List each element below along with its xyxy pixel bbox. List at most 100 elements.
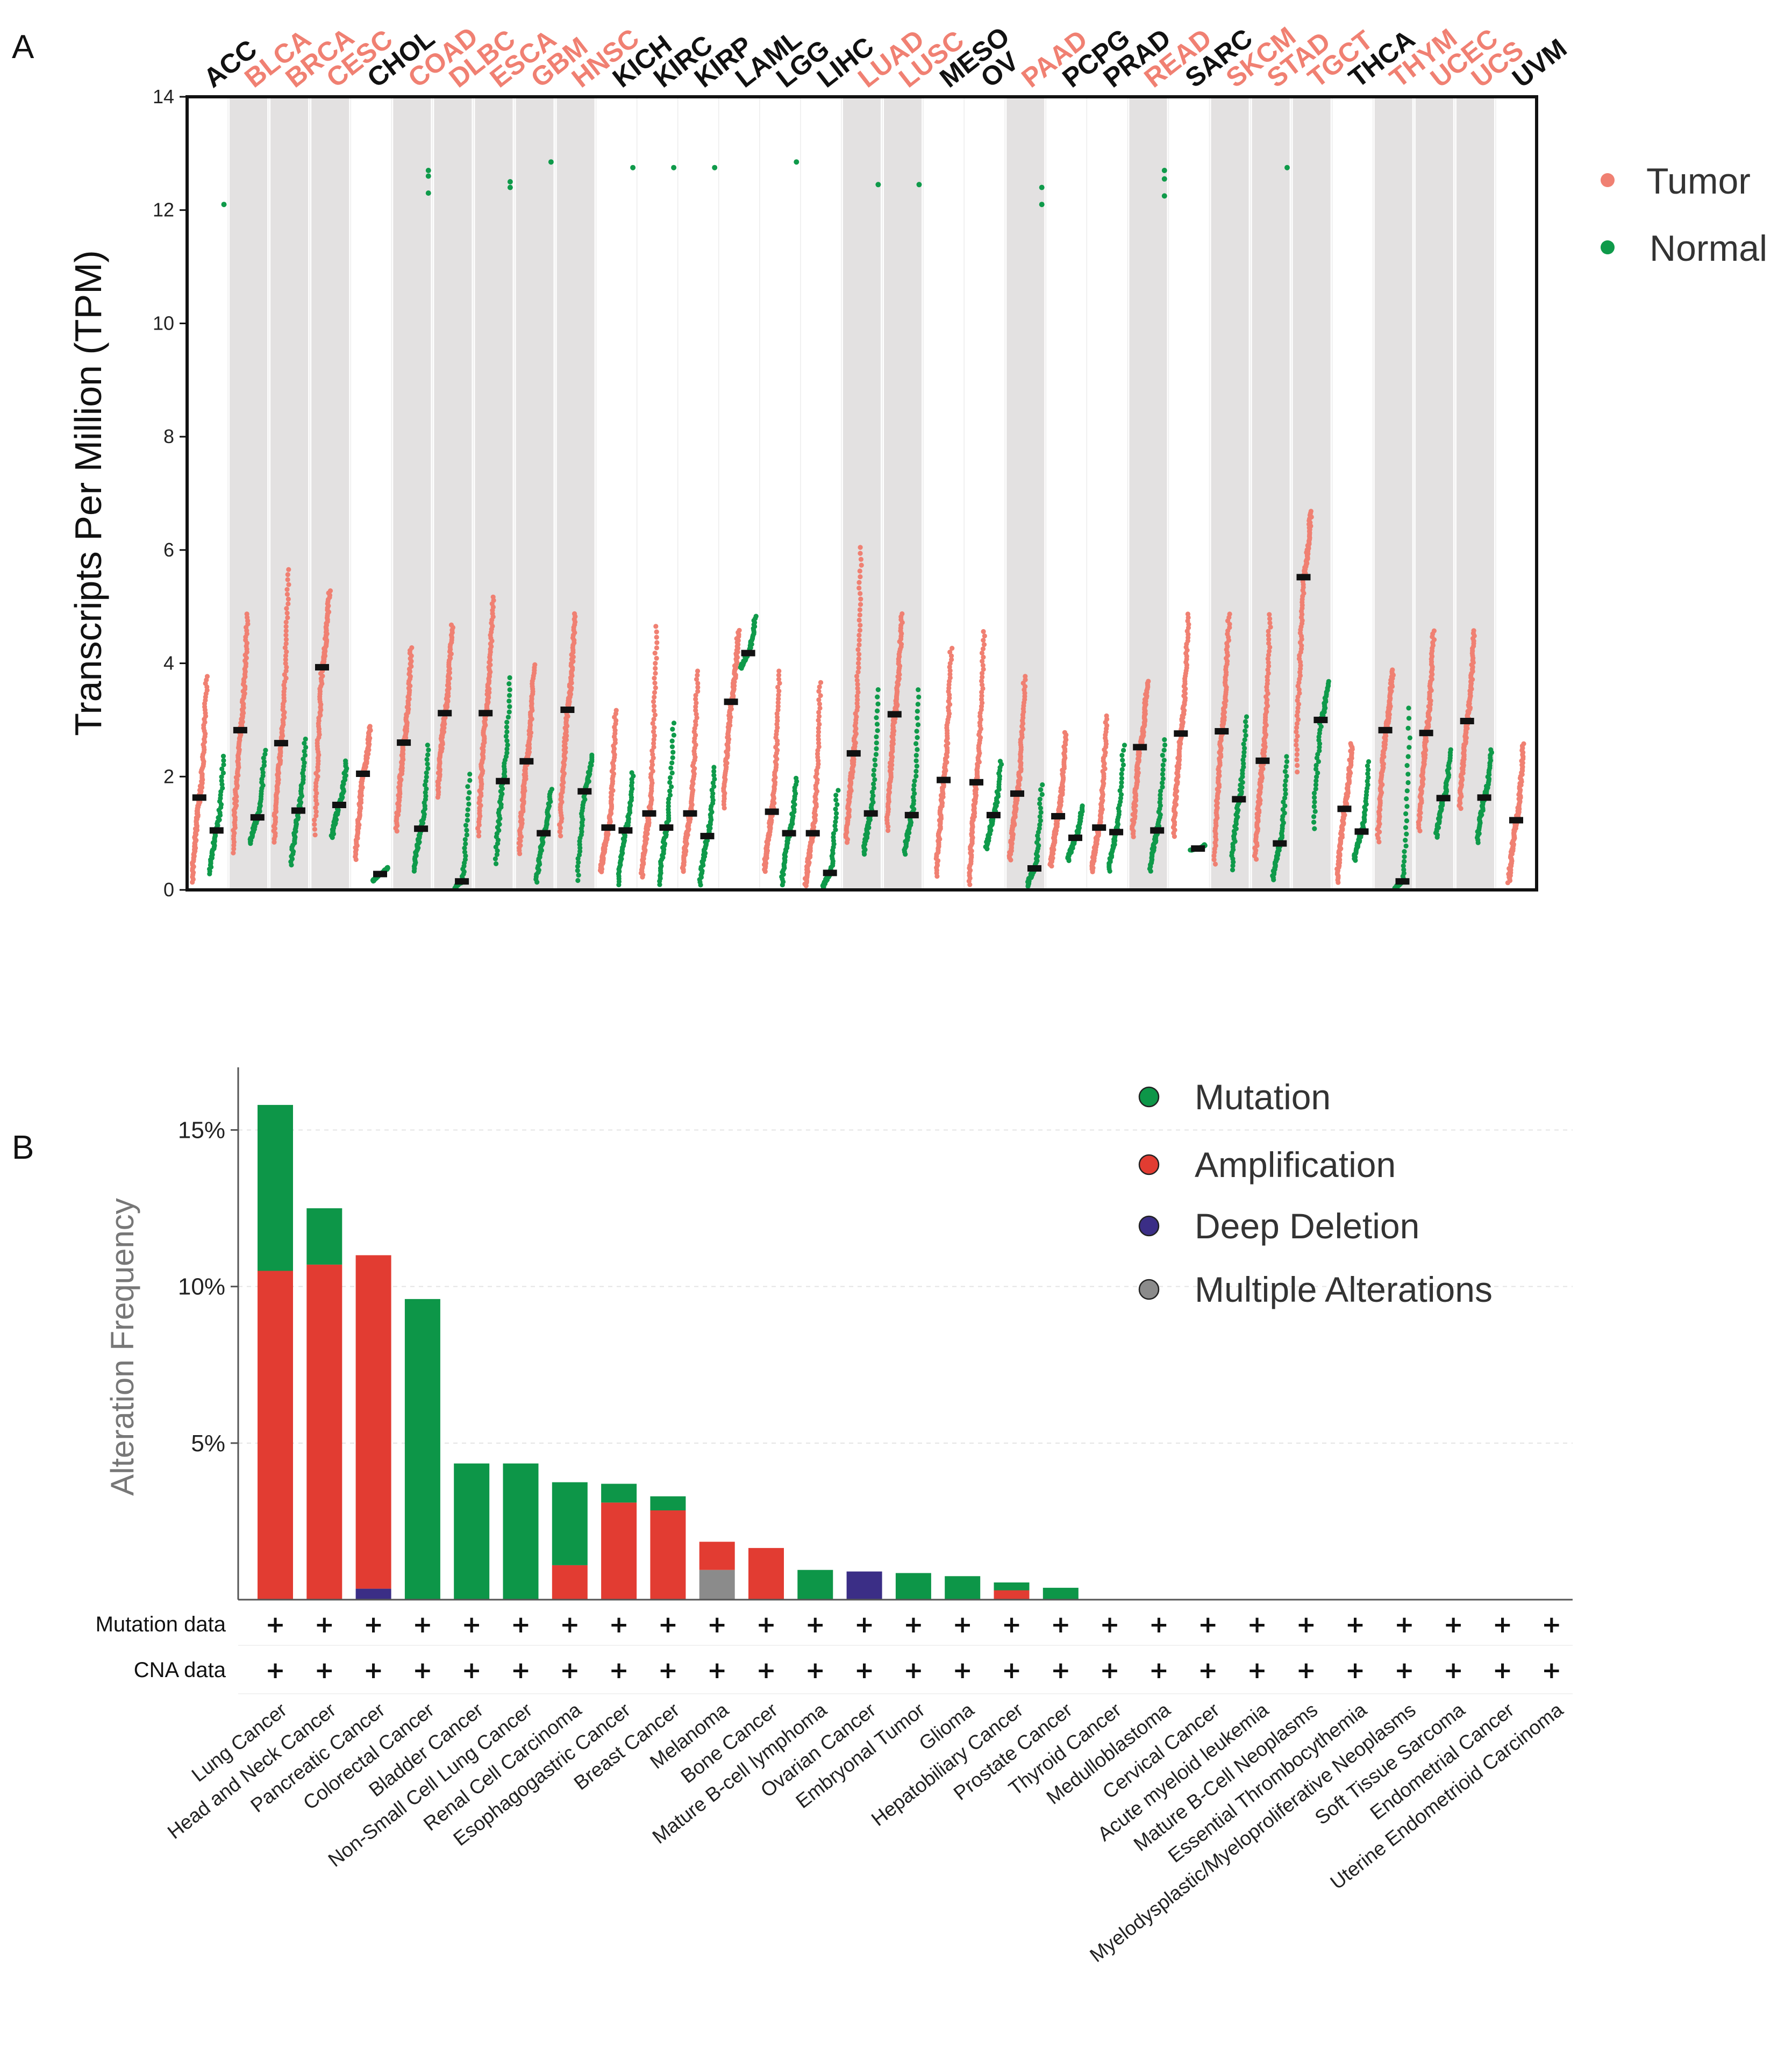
tumor-point (981, 667, 986, 672)
tumor-point (980, 659, 985, 664)
normal-point (424, 770, 429, 775)
tumor-point (327, 588, 333, 594)
normal-point (1311, 804, 1317, 809)
tumor-point (231, 846, 237, 852)
normal-point (1160, 767, 1166, 773)
normal-point (506, 709, 512, 715)
normal-point (668, 765, 674, 771)
tumor-point (613, 708, 619, 713)
tumor-point (653, 671, 658, 676)
normal-point (467, 790, 472, 795)
normal-point (303, 745, 309, 750)
tumor-point (857, 612, 862, 618)
tumor-point (283, 637, 289, 642)
normal-point (1160, 785, 1165, 790)
tumor-point (1295, 733, 1300, 739)
normal-point (507, 675, 512, 680)
normal-point (670, 726, 675, 732)
tumor-point (312, 832, 318, 838)
tumor-point (650, 721, 655, 726)
tumor-point (653, 624, 659, 629)
normal-point (1038, 805, 1043, 811)
normal-point (1162, 742, 1168, 748)
tumor-point (816, 733, 821, 738)
normal-point (219, 774, 224, 780)
normal-point (424, 757, 430, 762)
normal-point (874, 734, 879, 739)
normal-point (1405, 780, 1411, 786)
normal-point (875, 694, 880, 700)
normal-point (1284, 754, 1289, 759)
tumor-point (313, 813, 319, 818)
tumor-point (572, 611, 577, 616)
normal-point (1118, 795, 1124, 801)
normal-point (507, 687, 512, 693)
normal-point (219, 766, 225, 772)
tumor-point (775, 684, 781, 690)
tumor-point (776, 676, 782, 682)
tumor-point (856, 586, 862, 591)
normal-point (1242, 745, 1247, 751)
normal-point (1281, 799, 1286, 805)
normal-point (424, 786, 429, 791)
normal-point (1040, 782, 1045, 788)
normal-point (575, 878, 581, 883)
tumor-point (1266, 629, 1271, 634)
tumor-point (693, 693, 698, 698)
tumor-point (1266, 652, 1272, 658)
normal-point (1119, 775, 1124, 781)
normal-point (669, 744, 675, 750)
normal-point (467, 778, 473, 783)
normal-point (302, 740, 307, 746)
tumor-point (979, 697, 984, 702)
normal-outlier-point (1161, 193, 1167, 199)
normal-point (666, 803, 671, 809)
normal-point (1403, 825, 1409, 830)
normal-point (464, 828, 469, 833)
normal-point (916, 694, 922, 700)
normal-point (219, 778, 224, 783)
tumor-point (855, 697, 860, 702)
normal-point (833, 793, 839, 798)
tumor-point (1062, 730, 1067, 735)
normal-point (1406, 705, 1411, 711)
normal-point (833, 797, 839, 803)
normal-point (1402, 854, 1407, 859)
normal-point (1161, 758, 1167, 763)
normal-point (875, 708, 880, 714)
tumor-point (1212, 861, 1218, 867)
normal-point (1406, 716, 1412, 721)
normal-point (462, 845, 467, 851)
normal-point (1313, 778, 1319, 783)
normal-point (302, 748, 307, 754)
normal-point (426, 747, 431, 753)
tumor-point (979, 693, 984, 698)
normal-point (710, 780, 716, 786)
normal-point (875, 728, 880, 733)
normal-point (492, 856, 498, 861)
tumor-point (858, 623, 863, 628)
normal-point (576, 860, 581, 865)
normal-point (913, 773, 919, 779)
tumor-point (816, 710, 822, 715)
tumor-point (651, 744, 656, 750)
tumor-point (1104, 713, 1109, 718)
tumor-point (283, 657, 288, 662)
normal-point (711, 765, 717, 770)
tumor-point (856, 637, 862, 643)
tumor-point (1294, 752, 1300, 757)
normal-point (915, 722, 921, 728)
normal-point (1080, 803, 1085, 809)
normal-point (669, 770, 675, 776)
normal-point (874, 722, 880, 727)
normal-point (668, 775, 673, 780)
normal-point (1313, 786, 1318, 791)
band-tgct (1293, 97, 1331, 890)
tumor-point (854, 674, 860, 679)
normal-point (1283, 787, 1288, 793)
normal-point (1119, 767, 1125, 772)
normal-point (1314, 774, 1319, 780)
tumor-point (693, 704, 698, 709)
tumor-point (695, 673, 700, 678)
normal-point (1403, 811, 1409, 816)
